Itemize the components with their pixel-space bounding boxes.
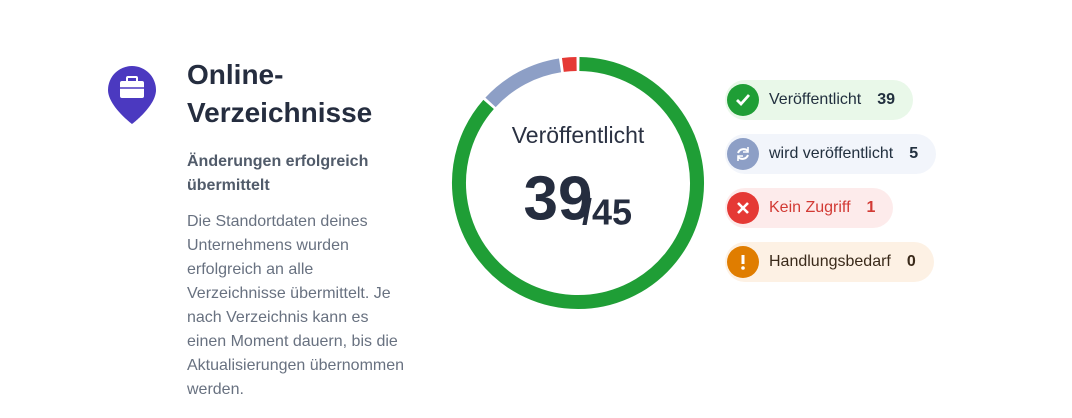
legend-label: wird veröffentlicht — [769, 145, 894, 162]
pin-icon — [108, 66, 156, 124]
legend-value: 5 — [909, 145, 919, 162]
legend-item: Veröffentlicht 39 — [725, 80, 914, 120]
donut-value: 39 — [524, 164, 593, 233]
legend-label: Veröffentlicht — [769, 91, 862, 108]
status-icon — [727, 84, 759, 116]
legend-value: 0 — [906, 253, 916, 270]
legend-label: Handlungsbedarf — [769, 253, 891, 270]
title: Online-Verzeichnisse — [187, 59, 373, 128]
donut-segment — [452, 57, 704, 309]
status-icon — [727, 192, 759, 224]
status-icon — [727, 246, 759, 278]
legend-label: Kein Zugriff — [769, 199, 851, 216]
legend-value: 39 — [877, 91, 896, 108]
legend-value: 1 — [866, 199, 876, 216]
donut-total: /45 — [582, 192, 632, 233]
donut-label: Veröffentlicht — [512, 122, 645, 148]
donut-chart: Veröffentlicht 39 /45 — [452, 57, 704, 309]
body-text: Die Standortdaten deines Unternehmens wu… — [187, 213, 405, 398]
legend-item: wird veröffentlicht 5 — [725, 134, 937, 174]
donut-segment — [561, 57, 577, 72]
subtitle: Änderungen erfolgreich übermittelt — [187, 153, 369, 194]
donut-segment — [485, 58, 562, 108]
legend-item: Kein Zugriff 1 — [725, 188, 894, 228]
legend-item: Handlungsbedarf 0 — [725, 242, 934, 282]
status-icon — [727, 138, 759, 170]
